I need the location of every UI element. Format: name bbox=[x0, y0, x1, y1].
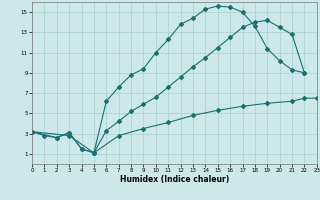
X-axis label: Humidex (Indice chaleur): Humidex (Indice chaleur) bbox=[120, 175, 229, 184]
